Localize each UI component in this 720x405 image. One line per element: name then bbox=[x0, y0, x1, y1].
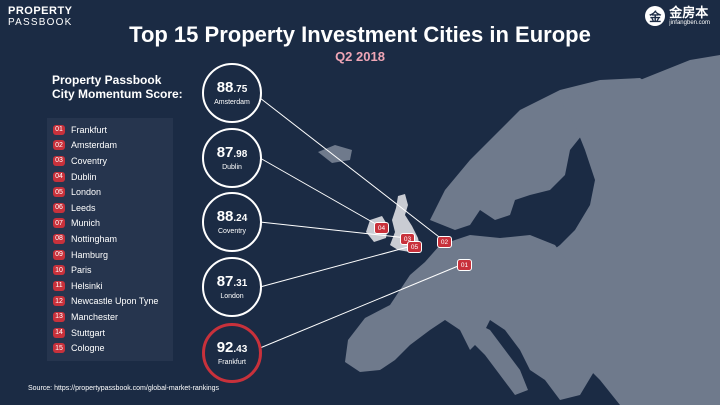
city-name: Leeds bbox=[71, 202, 96, 213]
score-decimal: .24 bbox=[233, 213, 248, 224]
iceland-landmass bbox=[318, 145, 352, 163]
rank-badge: 02 bbox=[53, 140, 65, 151]
rank-badge: 06 bbox=[53, 202, 65, 213]
score-circle-dublin: 87.98 Dublin bbox=[202, 128, 262, 188]
score-city: Amsterdam bbox=[214, 99, 250, 106]
rank-badge: 11 bbox=[53, 280, 65, 291]
score-integer: 88 bbox=[216, 208, 234, 225]
city-name: Stuttgart bbox=[71, 327, 106, 338]
continental-landmass bbox=[345, 235, 600, 400]
city-name: Frankfurt bbox=[71, 124, 108, 135]
score-city: Coventry bbox=[217, 228, 246, 235]
connector-line-dublin bbox=[259, 157, 382, 228]
map-marker-london: 05 bbox=[407, 241, 422, 253]
rank-badge: 10 bbox=[53, 265, 65, 276]
connector-line-frankfurt bbox=[259, 263, 464, 349]
list-item: 02 Amsterdam bbox=[53, 138, 167, 154]
list-item: 05 London bbox=[53, 184, 167, 200]
score-circle-frankfurt: 92.43 Frankfurt bbox=[202, 323, 262, 383]
rank-badge: 07 bbox=[53, 218, 65, 229]
connector-line-london bbox=[259, 246, 409, 288]
score-integer: 92 bbox=[216, 339, 234, 356]
score-integer: 87 bbox=[216, 273, 234, 290]
brand-line-2: PASSBOOK bbox=[8, 17, 73, 28]
score-label: Property Passbook City Momentum Score: bbox=[52, 73, 183, 101]
rank-badge: 13 bbox=[53, 311, 65, 322]
city-name: Amsterdam bbox=[71, 140, 118, 151]
city-name: Hamburg bbox=[71, 249, 109, 260]
city-name: London bbox=[71, 187, 102, 198]
score-city: London bbox=[220, 293, 244, 300]
list-item: 12 Newcastle Upon Tyne bbox=[53, 294, 167, 310]
jinfangben-logo: 金 金房本 jinfangben.com bbox=[645, 6, 710, 26]
score-label-line-1: Property Passbook bbox=[52, 73, 162, 87]
city-name: Cologne bbox=[71, 343, 105, 354]
rank-badge: 05 bbox=[53, 187, 65, 198]
score-city: Dublin bbox=[222, 164, 242, 171]
list-item: 03 Coventry bbox=[53, 153, 167, 169]
score-circle-amsterdam: 88.75 Amsterdam bbox=[202, 63, 262, 123]
list-item: 15 Cologne bbox=[53, 340, 167, 356]
rank-badge: 01 bbox=[53, 124, 65, 135]
italy-landmass bbox=[470, 320, 528, 395]
connector-line-amsterdam bbox=[259, 97, 444, 241]
score-city: Frankfurt bbox=[217, 359, 246, 366]
list-item: 10 Paris bbox=[53, 262, 167, 278]
city-name: Manchester bbox=[71, 311, 119, 322]
score-circle-london: 87.31 London bbox=[202, 257, 262, 317]
page-subtitle: Q2 2018 bbox=[335, 49, 385, 64]
score-integer: 87 bbox=[216, 144, 234, 161]
rank-badge: 12 bbox=[53, 296, 65, 307]
list-item: 06 Leeds bbox=[53, 200, 167, 216]
list-item: 13 Manchester bbox=[53, 309, 167, 325]
city-name: Helsinki bbox=[71, 280, 103, 291]
list-item: 01 Frankfurt bbox=[53, 122, 167, 138]
map-marker-frankfurt: 01 bbox=[457, 259, 472, 271]
page-title: Top 15 Property Investment Cities in Eur… bbox=[129, 22, 591, 47]
rank-badge: 04 bbox=[53, 171, 65, 182]
list-item: 09 Hamburg bbox=[53, 247, 167, 263]
map-marker-dublin: 04 bbox=[374, 222, 389, 234]
city-name: Coventry bbox=[71, 155, 108, 166]
list-item: 11 Helsinki bbox=[53, 278, 167, 294]
property-passbook-logo: PROPERTY PASSBOOK bbox=[8, 6, 73, 28]
rank-badge: 15 bbox=[53, 343, 65, 354]
city-ranking-list: 01 Frankfurt 02 Amsterdam 03 Coventry 04 Dub… bbox=[47, 118, 173, 361]
city-name: Nottingham bbox=[71, 233, 118, 244]
city-name: Paris bbox=[71, 265, 92, 276]
city-name: Dublin bbox=[71, 171, 97, 182]
list-item: 14 Stuttgart bbox=[53, 325, 167, 341]
source-note: Source: https://propertypassbook.com/glo… bbox=[28, 385, 220, 392]
score-decimal: .75 bbox=[233, 84, 248, 95]
score-integer: 88 bbox=[216, 79, 234, 96]
city-name: Munich bbox=[71, 218, 101, 229]
site-name: 金房本 bbox=[669, 5, 709, 20]
rank-badge: 03 bbox=[53, 155, 65, 166]
list-item: 08 Nottingham bbox=[53, 231, 167, 247]
connector-line-coventry bbox=[259, 221, 408, 239]
score-circle-coventry: 88.24 Coventry bbox=[202, 192, 262, 252]
score-decimal: .31 bbox=[233, 278, 248, 289]
connector-lines bbox=[259, 97, 464, 349]
rank-badge: 14 bbox=[53, 327, 65, 338]
rank-badge: 09 bbox=[53, 249, 65, 260]
site-url: jinfangben.com bbox=[669, 20, 710, 26]
map-marker-amsterdam: 02 bbox=[437, 236, 452, 248]
list-item: 04 Dublin bbox=[53, 169, 167, 185]
score-label-line-2: City Momentum Score: bbox=[52, 87, 183, 101]
jinfangben-logo-icon: 金 bbox=[645, 6, 666, 26]
score-decimal: .98 bbox=[233, 149, 248, 160]
city-name: Newcastle Upon Tyne bbox=[71, 296, 159, 307]
rank-badge: 08 bbox=[53, 233, 65, 244]
score-decimal: .43 bbox=[233, 344, 248, 355]
list-item: 07 Munich bbox=[53, 216, 167, 232]
brand-line-1: PROPERTY bbox=[8, 5, 73, 17]
